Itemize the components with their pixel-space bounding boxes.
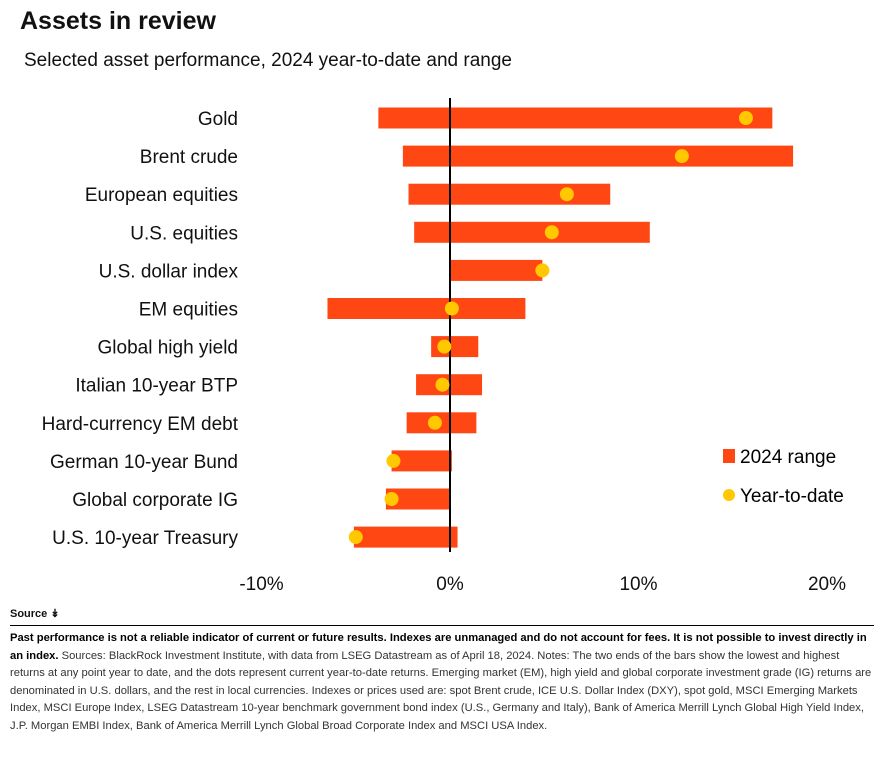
- ytd-dot: [386, 453, 401, 468]
- range-bar: [378, 107, 773, 129]
- legend-ytd-label: Year-to-date: [740, 486, 844, 507]
- x-tick-label: -10%: [239, 574, 283, 595]
- x-tick-label: 0%: [436, 574, 464, 595]
- footnote: Past performance is not a reliable indic…: [10, 630, 874, 735]
- category-label: EM equities: [139, 300, 238, 321]
- range-bar: [450, 259, 543, 281]
- category-label: U.S. 10-year Treasury: [52, 528, 238, 549]
- category-labels: Gold Brent crude European equities U.S. equ…: [42, 109, 239, 549]
- category-label: U.S. dollar index: [99, 261, 239, 282]
- ytd-dot: [348, 530, 363, 545]
- disclaimer-text: Past performance is not a reliable indic…: [10, 632, 867, 662]
- category-label: Brent crude: [140, 147, 238, 168]
- category-label: Hard-currency EM debt: [42, 414, 239, 435]
- ytd-dot: [427, 415, 442, 430]
- bars-layer: [327, 107, 794, 548]
- ytd-dot: [384, 492, 399, 506]
- ytd-dot: [437, 339, 452, 354]
- range-bar: [385, 488, 450, 510]
- category-label: U.S. equities: [130, 223, 238, 244]
- ytd-dot: [738, 111, 753, 125]
- category-label: European equities: [85, 185, 238, 206]
- ytd-dot: [559, 187, 574, 202]
- chart-title: Assets in review: [20, 7, 216, 35]
- source-toggle-button[interactable]: Source ↡: [10, 607, 60, 620]
- chart-subtitle: Selected asset performance, 2024 year-to…: [24, 50, 512, 71]
- x-tick-labels: -10% 0% 10% 20%: [239, 574, 846, 595]
- range-bar: [327, 298, 526, 319]
- ytd-dot: [444, 301, 459, 316]
- chevron-double-down-icon: ↡: [50, 608, 60, 620]
- x-tick-label: 10%: [619, 574, 657, 595]
- range-bar: [391, 450, 452, 472]
- ytd-dot: [535, 263, 550, 278]
- category-label: Global high yield: [98, 338, 238, 359]
- range-bar: [408, 183, 611, 205]
- category-label: Global corporate IG: [72, 490, 238, 511]
- range-bar: [353, 526, 458, 548]
- divider: [10, 625, 874, 626]
- category-label: Italian 10-year BTP: [75, 376, 238, 397]
- range-chart: Gold Brent crude European equities U.S. equ…: [42, 98, 846, 595]
- ytd-dot: [435, 377, 450, 392]
- notes-text: Sources: BlackRock Investment Institute,…: [10, 649, 872, 732]
- range-bar: [414, 221, 650, 243]
- range-bar: [402, 145, 794, 167]
- legend: 2024 range Year-to-date: [723, 447, 844, 507]
- legend-ytd-swatch: [723, 489, 735, 501]
- ytd-dot: [544, 225, 559, 240]
- legend-range-label: 2024 range: [740, 447, 836, 468]
- category-label: Gold: [198, 109, 238, 130]
- legend-range-swatch: [723, 449, 735, 463]
- ytd-dot: [674, 149, 689, 164]
- source-label: Source: [10, 608, 48, 620]
- x-tick-label: 20%: [808, 574, 846, 595]
- category-label: German 10-year Bund: [50, 452, 238, 473]
- dots-layer: [348, 111, 753, 545]
